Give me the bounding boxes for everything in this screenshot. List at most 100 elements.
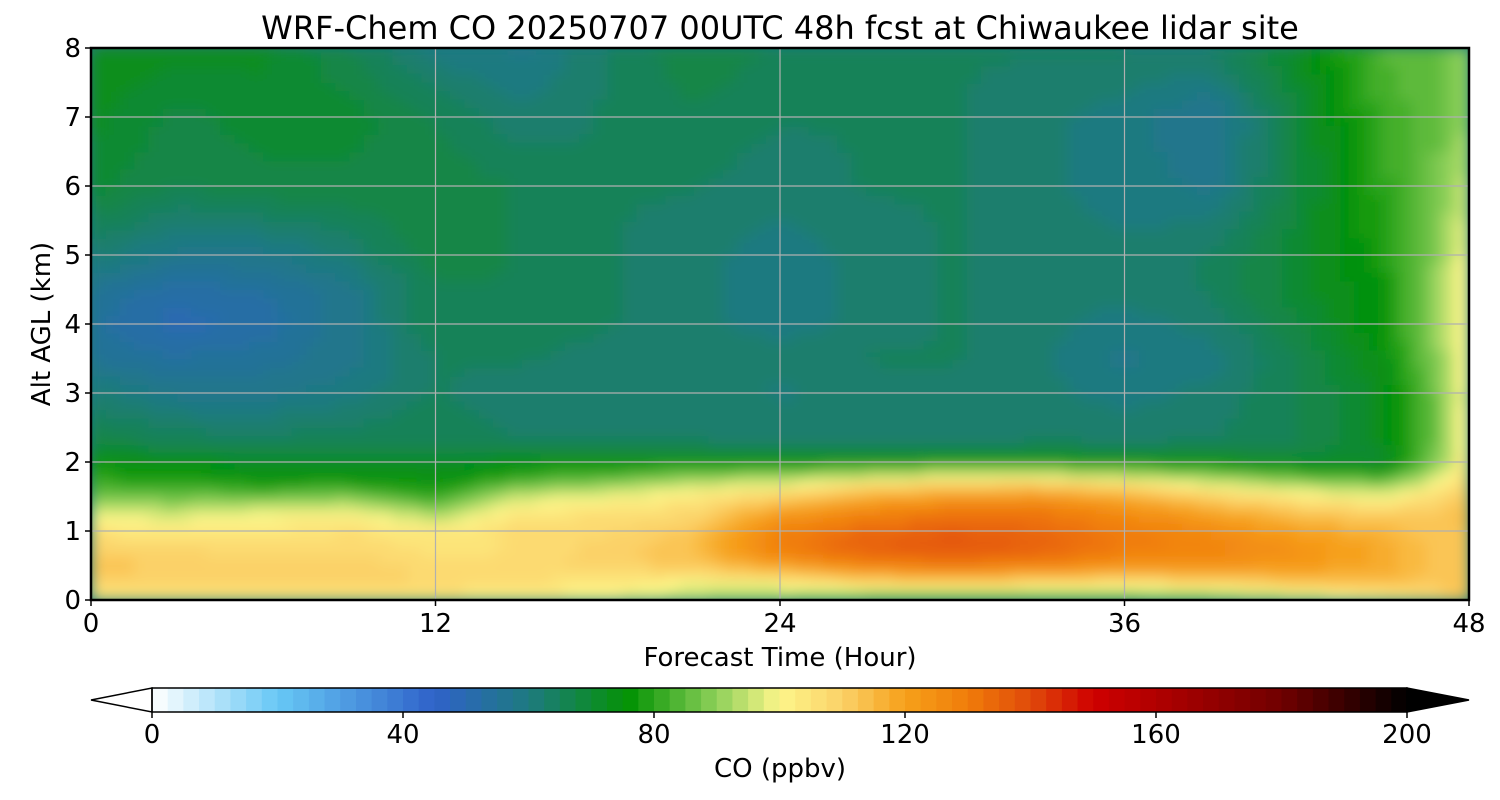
heatmap-cell xyxy=(1095,384,1111,394)
heatmap-cell xyxy=(335,289,350,299)
heatmap-cell xyxy=(995,505,1011,515)
heatmap-cell xyxy=(593,306,609,316)
heatmap-cell xyxy=(1210,272,1226,282)
heatmap-cell xyxy=(1110,401,1126,411)
heatmap-cell xyxy=(1181,177,1197,187)
heatmap-cell xyxy=(1110,358,1126,368)
heatmap-cell xyxy=(1181,194,1197,204)
heatmap-cell xyxy=(1167,211,1183,222)
heatmap-cell xyxy=(507,375,523,385)
heatmap-cell xyxy=(406,367,422,377)
heatmap-cell xyxy=(349,324,365,334)
heatmap-cell xyxy=(995,255,1011,265)
heatmap-cell xyxy=(1210,367,1226,377)
heatmap-cell xyxy=(521,436,537,446)
heatmap-cell xyxy=(1382,548,1398,558)
heatmap-cell xyxy=(177,556,193,567)
heatmap-cell xyxy=(564,522,580,532)
heatmap-cell xyxy=(1382,341,1398,351)
heatmap-cell xyxy=(679,410,695,420)
heatmap-cell xyxy=(1095,280,1111,291)
heatmap-cell xyxy=(449,591,465,600)
heatmap-cell xyxy=(1196,315,1212,325)
heatmap-cell xyxy=(1124,324,1140,334)
heatmap-cell xyxy=(507,548,523,558)
heatmap-cell xyxy=(1440,255,1456,265)
heatmap-cell xyxy=(378,582,394,592)
heatmap-cell xyxy=(1382,496,1398,506)
heatmap-cell xyxy=(191,280,207,291)
heatmap-cell xyxy=(1239,211,1255,222)
heatmap-cell xyxy=(105,418,121,429)
heatmap-cell xyxy=(966,315,982,325)
heatmap-cell xyxy=(909,462,925,472)
heatmap-cell xyxy=(464,444,480,454)
heatmap-cell xyxy=(1411,470,1427,480)
heatmap-cell xyxy=(780,168,795,178)
heatmap-cell xyxy=(909,263,925,273)
heatmap-cell xyxy=(1425,237,1441,247)
heatmap-cell xyxy=(177,177,193,187)
heatmap-cell xyxy=(765,453,781,463)
heatmap-cell xyxy=(636,462,652,472)
heatmap-cell xyxy=(1440,410,1456,420)
heatmap-cell xyxy=(1181,556,1197,567)
heatmap-cell xyxy=(665,522,681,532)
heatmap-cell xyxy=(1382,229,1398,239)
heatmap-cell xyxy=(392,246,408,256)
heatmap-cell xyxy=(1239,237,1255,247)
heatmap-cell xyxy=(1167,393,1183,403)
heatmap-cell xyxy=(751,229,767,239)
heatmap-cell xyxy=(808,177,824,187)
heatmap-cell xyxy=(1038,315,1054,325)
heatmap-cell xyxy=(1081,255,1097,265)
heatmap-cell xyxy=(708,203,724,213)
heatmap-cell xyxy=(622,453,638,463)
heatmap-cell xyxy=(478,160,494,170)
heatmap-cell xyxy=(234,332,250,342)
heatmap-cell xyxy=(320,168,336,178)
heatmap-cell xyxy=(248,462,264,472)
heatmap-cell xyxy=(1411,418,1427,429)
heatmap-cell xyxy=(636,194,652,204)
heatmap-cell xyxy=(162,263,178,273)
heatmap-cell xyxy=(980,237,996,247)
heatmap-cell xyxy=(679,513,695,523)
heatmap-cell xyxy=(1138,186,1154,196)
heatmap-cell xyxy=(191,505,207,515)
heatmap-cell xyxy=(1253,349,1269,360)
heatmap-cell xyxy=(622,246,638,256)
heatmap-cell xyxy=(751,479,767,489)
heatmap-cell xyxy=(1210,324,1226,334)
heatmap-cell xyxy=(306,229,322,239)
heatmap-cell xyxy=(765,324,781,334)
heatmap-cell xyxy=(679,306,695,316)
heatmap-cell xyxy=(478,410,494,420)
heatmap-cell xyxy=(1052,203,1068,213)
heatmap-cell xyxy=(794,315,810,325)
heatmap-cell xyxy=(1138,582,1154,592)
heatmap-cell xyxy=(1411,427,1427,437)
heatmap-cell xyxy=(636,151,652,161)
heatmap-cell xyxy=(1354,565,1370,575)
heatmap-cell xyxy=(1024,194,1039,204)
heatmap-cell xyxy=(1454,393,1469,403)
heatmap-cell xyxy=(291,272,307,282)
heatmap-cell xyxy=(1425,280,1441,291)
heatmap-cell xyxy=(134,556,150,567)
heatmap-cell xyxy=(306,186,322,196)
heatmap-cell xyxy=(923,358,939,368)
heatmap-cell xyxy=(665,160,681,170)
heatmap-cell xyxy=(808,505,824,515)
heatmap-cell xyxy=(1067,229,1083,239)
heatmap-cell xyxy=(1181,453,1197,463)
heatmap-cell xyxy=(1253,367,1269,377)
heatmap-cell xyxy=(1425,436,1441,446)
heatmap-cell xyxy=(306,531,322,541)
heatmap-cell xyxy=(837,289,853,299)
heatmap-cell xyxy=(320,229,336,239)
heatmap-cell xyxy=(1009,444,1025,454)
heatmap-cell xyxy=(1110,263,1126,273)
heatmap-cell xyxy=(708,470,724,480)
heatmap-cell xyxy=(1382,255,1398,265)
